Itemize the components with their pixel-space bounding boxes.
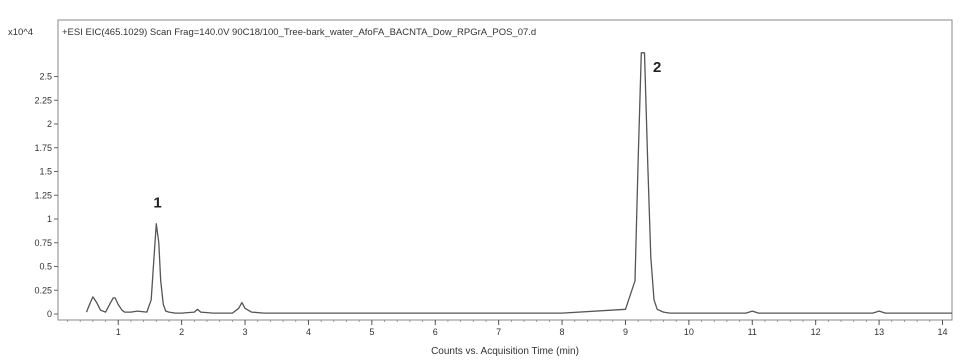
x-tick-label: 4 (306, 327, 311, 337)
x-tick-label: 8 (560, 327, 565, 337)
x-tick-label: 5 (369, 327, 374, 337)
y-tick-label: 0 (47, 309, 52, 319)
x-axis: 1 2 3 4 5 6 7 8 9 10 11 12 13 14 (67, 320, 947, 337)
x-tick-label: 12 (811, 327, 821, 337)
y-tick-label: 0.25 (34, 285, 52, 295)
y-tick-label: 2.5 (39, 72, 52, 82)
plot-frame (57, 19, 953, 321)
y-tick-label: 0.5 (39, 262, 52, 272)
series-layer (85, 52, 952, 314)
x-tick-label: 1 (116, 327, 121, 337)
x-tick-label: 6 (433, 327, 438, 337)
chromatogram-trace (85, 52, 952, 314)
x-tick-label: 9 (623, 327, 628, 337)
x-tick-label: 2 (179, 327, 184, 337)
x-tick-label: 11 (748, 327, 757, 337)
x-tick-label: 13 (874, 327, 884, 337)
y-tick-label: 2 (47, 119, 52, 129)
y-tick-label: 0.75 (34, 238, 52, 248)
peak-label: 2 (653, 59, 661, 76)
y-tick-label: 1.75 (34, 143, 52, 153)
y-tick-label: 2.25 (34, 95, 52, 105)
peak-label: 1 (153, 195, 161, 212)
chart-title: +ESI EIC(465.1029) Scan Frag=140.0V 90C1… (62, 27, 536, 38)
y-tick-label: 1.5 (39, 167, 52, 177)
x-tick-label: 3 (243, 327, 248, 337)
annotation-layer: 12 (153, 59, 661, 212)
x-axis-title: Counts vs. Acquisition Time (min) (431, 346, 579, 357)
y-tick-label: 1.25 (34, 190, 52, 200)
x-tick-label: 14 (937, 327, 947, 337)
x-tick-label: 10 (684, 327, 694, 337)
x-tick-label: 7 (496, 327, 501, 337)
y-tick-label: 1 (47, 214, 52, 224)
y-multiplier-label: x10^4 (8, 27, 33, 38)
y-axis: 0 0.25 0.5 0.75 1 1.25 1.5 1.75 2 2.25 2.5 (34, 72, 58, 319)
